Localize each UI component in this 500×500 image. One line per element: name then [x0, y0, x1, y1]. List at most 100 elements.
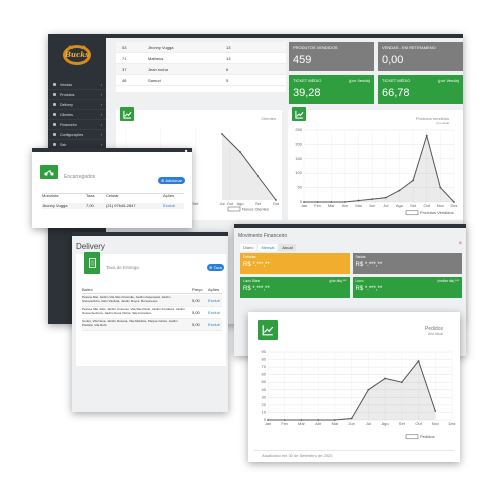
col-celular: Celular	[106, 193, 119, 198]
data-point	[221, 133, 223, 135]
y-tick-label: 40	[262, 387, 267, 392]
x-tick-label: Out	[227, 201, 234, 206]
y-tick-label: 50	[298, 185, 303, 190]
close-button[interactable]: ×	[458, 241, 462, 247]
sidebar-item[interactable]: Produtos ›	[48, 90, 106, 100]
kpi-value: 0,00	[382, 54, 404, 66]
x-tick-label: Mai	[332, 421, 339, 426]
top-table: 53 Jhonny Vugga 13 71 Matheus 13 37 Jean rocha 6…	[116, 42, 286, 92]
neighborhood-list: Centro, Vila Nova, Jardim Rosana, Vila A…	[82, 320, 178, 327]
delivery-heading: Delivery	[76, 242, 105, 251]
data-point	[300, 419, 303, 421]
data-point	[434, 410, 437, 412]
delivery-table-body: Pessoa Mar, Jardim Vila São Cristovão, J…	[82, 295, 222, 331]
tab-diario[interactable]: Diário	[240, 244, 257, 251]
finance-label: Entradas	[243, 255, 256, 259]
add-fee-button[interactable]: ⊕ Taxa	[207, 264, 224, 271]
pedidos-window: Pedidos Ano Atual 0 10 20 30 40 50 60 70 80 90 Jan…	[248, 312, 460, 462]
data-point	[303, 201, 305, 203]
finance-label-row: Lucro Diário (pior dia) ***	[243, 279, 347, 283]
kpi-card: TICKET MÉDIO (por Venda) 39,28	[289, 75, 374, 104]
document-icon	[84, 252, 100, 274]
delete-fee-link[interactable]: Excluir	[208, 298, 221, 303]
table-row: Centro, Vila Nova, Jardim Rosana, Vila A…	[82, 319, 222, 331]
x-tick-label: Ago	[236, 201, 244, 206]
row-id: 48	[122, 78, 127, 83]
sidebar-item-label: Configurações	[60, 132, 84, 137]
x-tick-label: Abr	[342, 203, 349, 208]
y-tick-label: 90	[262, 349, 267, 354]
data-point	[417, 360, 420, 362]
data-point	[412, 179, 414, 182]
delivery-window: Delivery Taxa de Entrega ⊕ Taxa Bairro Pr…	[72, 232, 228, 412]
encarregados-table-header: Motorista Taxa Celular Ações	[42, 193, 184, 198]
kpi-card: TICKET MÉDIO (por Venda) 66,78	[378, 75, 463, 104]
legend-swatch	[405, 434, 419, 440]
kpi-value: 39,28	[293, 87, 321, 99]
row-id: 71	[122, 56, 127, 61]
delete-fee-link[interactable]: Excluir	[208, 310, 221, 315]
kpi-card: VENDAS - EM RETIRAMENO 0,00	[378, 42, 463, 71]
y-tick-label: 80	[262, 357, 267, 362]
chart-icon	[292, 107, 306, 121]
data-point	[350, 417, 353, 420]
fee-price: 5,00	[192, 298, 200, 303]
y-tick-label: 20	[262, 402, 267, 407]
brand-logo[interactable]: Bucks	[62, 43, 92, 67]
x-tick-label: Dez	[450, 203, 457, 208]
data-point	[453, 201, 455, 203]
finance-label-row: Entradas	[243, 255, 347, 259]
delivery-card-title: Taxa de Entrega	[106, 265, 139, 270]
finance-card: Entradas R$ *.***,**	[240, 253, 350, 274]
row-name: Samuri	[148, 78, 161, 83]
data-point	[239, 151, 241, 153]
sidebar-item[interactable]: Financeiro ›	[48, 120, 106, 130]
series-line	[221, 133, 277, 201]
sidebar-item[interactable]: Clientes ›	[48, 110, 106, 120]
x-tick-label: Out	[415, 421, 422, 426]
x-tick-label: Set	[410, 203, 417, 208]
data-point	[267, 419, 269, 421]
products-chart: 0 50 100 150 200 250 Jan Fev Mar Abr Mai Jun Jul Ago S…	[295, 127, 458, 216]
legend-label: Novos Clientes	[242, 207, 269, 212]
finance-label: Lucro Diário	[243, 279, 261, 283]
x-tick-label: Ago	[382, 421, 390, 426]
data-point	[283, 419, 286, 421]
delivery-table-header: Bairro Preço Ações	[82, 287, 222, 294]
delete-driver-link[interactable]: Excluir	[163, 203, 176, 208]
finance-value: R$ *.***,**	[355, 262, 383, 268]
close-icon[interactable]: ■	[185, 148, 188, 153]
data-point	[275, 199, 277, 201]
products-chart-card: Produtos vendidos Ano Atual 0 50 100 150 200…	[288, 107, 463, 220]
finance-label: Lucro	[355, 279, 364, 283]
data-point	[384, 196, 387, 199]
x-tick-label: Out	[273, 201, 280, 206]
row-name: Jhonny Vugga	[148, 45, 174, 50]
cart-icon	[53, 83, 56, 86]
financeiro-title: Movimento Financeiro	[238, 233, 288, 239]
y-tick-label: 0	[300, 199, 303, 204]
series-area	[222, 134, 276, 200]
y-tick-label: 30	[262, 394, 267, 399]
y-tick-label: 100	[295, 170, 302, 175]
table-row: 37 Jean rocha 6	[116, 64, 286, 75]
data-point	[357, 199, 360, 202]
sidebar-item-label: Produtos	[60, 92, 75, 97]
driver-phone: (21) 97645-2847	[106, 203, 136, 208]
col-motorista: Motorista	[42, 193, 59, 198]
chevron-right-icon: ›	[100, 122, 102, 127]
y-tick-label: 0	[264, 417, 267, 422]
add-driver-button[interactable]: ⊕ Adicionar	[158, 177, 185, 184]
kpi-card: PRODUTOS VENDIDOS 459	[289, 42, 374, 71]
tab-mensal[interactable]: Mensal	[258, 244, 278, 251]
sidebar-item-label: Vendas	[60, 82, 72, 87]
delete-fee-link[interactable]: Excluir	[208, 322, 221, 327]
kpi-label: TICKET MÉDIO	[382, 78, 411, 83]
y-tick-label: 150	[295, 156, 302, 161]
sidebar-item[interactable]: Vendas ›	[48, 80, 106, 90]
tab-anual[interactable]: Anual	[279, 244, 296, 251]
chevron-right-icon: ›	[100, 132, 102, 137]
sidebar-item[interactable]: Configurações ›	[48, 130, 106, 140]
sidebar-item[interactable]: Delivery ›	[48, 100, 106, 110]
x-tick-label: Jun	[348, 421, 354, 426]
